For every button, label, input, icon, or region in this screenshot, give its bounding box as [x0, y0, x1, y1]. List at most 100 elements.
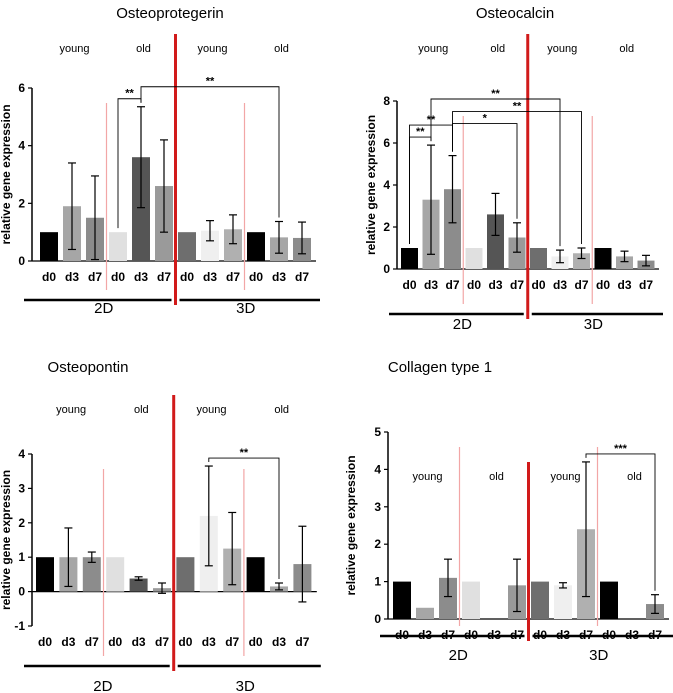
y-axis-label: relative gene expression	[344, 455, 358, 595]
y-tick-label: 0	[383, 262, 390, 276]
y-tick-label: 5	[374, 425, 381, 439]
x-tick-label: d7	[85, 635, 99, 649]
bar-d0	[531, 581, 549, 619]
significance-label: **	[125, 88, 134, 100]
significance-label: **	[513, 101, 522, 113]
section-label-2d: 2D	[94, 300, 113, 317]
group-label-old: old	[136, 43, 151, 55]
x-tick-label: d7	[155, 635, 169, 649]
x-tick-label: d0	[249, 270, 263, 284]
bar-d7	[82, 557, 101, 592]
x-tick-label: d3	[134, 270, 148, 284]
x-tick-label: d3	[202, 635, 216, 649]
section-label-3d: 3D	[589, 647, 608, 664]
x-tick-label: d7	[295, 270, 309, 284]
chart-title: Osteopontin	[48, 359, 129, 376]
significance-label: **	[206, 76, 215, 88]
bar-d3	[129, 578, 148, 592]
group-label-old: old	[619, 43, 634, 55]
y-tick-label: 4	[383, 178, 390, 192]
x-tick-label: d3	[617, 278, 631, 292]
y-tick-label: 3	[18, 481, 25, 495]
bar-d3	[201, 230, 219, 261]
x-tick-label: d7	[157, 270, 171, 284]
chart-panel-1: Osteoprotegerin 0 2 4 6 relative gene express…	[0, 5, 320, 317]
significance-label: **	[491, 88, 500, 100]
x-tick-label: d7	[510, 278, 524, 292]
y-tick-label: 2	[18, 196, 25, 210]
x-tick-label: d3	[203, 270, 217, 284]
y-tick-label: 3	[374, 500, 381, 514]
y-tick-label: 2	[18, 516, 25, 530]
significance-bracket	[140, 86, 280, 218]
significance-bracket	[208, 457, 280, 579]
group-label-young: young	[413, 471, 443, 483]
bar-d0	[462, 581, 480, 619]
section-label-3d: 3D	[584, 316, 603, 333]
section-label-3d: 3D	[236, 300, 255, 317]
bar-d0	[600, 581, 618, 619]
y-tick-label: -1	[14, 619, 25, 633]
group-label-young: young	[551, 471, 581, 483]
bar-d0	[401, 248, 418, 269]
group-label-young: young	[197, 404, 227, 416]
bar-d7	[508, 237, 526, 269]
x-tick-label: d0	[467, 278, 481, 292]
significance-bracket	[452, 123, 518, 219]
group-label-young: young	[56, 404, 86, 416]
y-axis-label: relative gene expression	[0, 470, 13, 610]
x-tick-label: d3	[61, 635, 75, 649]
y-tick-label: 6	[18, 81, 25, 95]
group-label-old: old	[627, 471, 642, 483]
group-label-young: young	[547, 43, 577, 55]
x-tick-label: d3	[272, 270, 286, 284]
y-tick-label: 1	[18, 550, 25, 564]
chart-title: Osteoprotegerin	[116, 5, 224, 22]
x-tick-label: d3	[553, 278, 567, 292]
group-label-old: old	[274, 43, 289, 55]
bar-d7	[573, 253, 590, 269]
x-tick-label: d0	[180, 270, 194, 284]
x-tick-label: d7	[639, 278, 653, 292]
bar-d3	[416, 607, 434, 619]
group-label-old: old	[274, 404, 289, 416]
chart-panel-4: Collagen type 1 0 1 2 3 4 5 relative gene expre…	[344, 359, 673, 664]
y-tick-label: 0	[374, 612, 381, 626]
x-tick-label: d0	[111, 270, 125, 284]
x-tick-label: d7	[574, 278, 588, 292]
bar-d0	[106, 557, 125, 592]
significance-bracket	[585, 453, 656, 591]
x-tick-label: d7	[445, 278, 459, 292]
bar-d7	[224, 229, 242, 261]
x-tick-label: d0	[38, 635, 52, 649]
bar-d0	[40, 232, 58, 261]
significance-label: **	[416, 126, 425, 138]
bar-d0	[176, 557, 195, 592]
bar-d0	[393, 581, 411, 619]
section-label-2d: 2D	[449, 647, 468, 664]
bar-d0	[465, 248, 483, 269]
bar-d0	[246, 557, 265, 592]
group-label-old: old	[490, 43, 505, 55]
group-label-old: old	[134, 404, 149, 416]
significance-bracket	[430, 98, 561, 247]
y-tick-label: 2	[374, 537, 381, 551]
bar-d3	[132, 157, 150, 261]
y-tick-label: 4	[18, 447, 25, 461]
section-label-3d: 3D	[236, 678, 255, 693]
x-tick-label: d7	[88, 270, 102, 284]
x-tick-label: d7	[226, 270, 240, 284]
group-label-old: old	[489, 471, 504, 483]
bar-d3	[487, 214, 504, 269]
section-label-2d: 2D	[453, 316, 472, 333]
y-axis-label: relative gene expression	[364, 115, 378, 255]
y-tick-label: 1	[374, 575, 381, 589]
bar-d0	[247, 232, 265, 261]
bar-d7	[444, 189, 461, 269]
chart-title: Osteocalcin	[476, 5, 554, 22]
x-tick-label: d3	[424, 278, 438, 292]
y-tick-label: 6	[383, 136, 390, 150]
x-tick-label: d3	[488, 278, 502, 292]
chart-title: Collagen type 1	[388, 359, 492, 376]
